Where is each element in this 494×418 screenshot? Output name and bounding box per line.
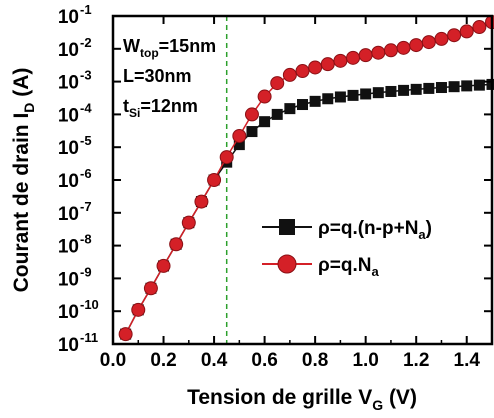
data-point-square (233, 139, 245, 151)
data-point-square (410, 83, 422, 95)
data-point-square (334, 91, 346, 103)
y-tick-label: 10-11 (58, 330, 98, 356)
data-point-circle (421, 35, 436, 50)
data-point-circle (459, 24, 474, 39)
data-point-square (473, 79, 485, 91)
y-tick-label: 10-7 (58, 199, 92, 225)
data-point-circle (194, 194, 209, 209)
x-tick-label: 0.8 (302, 350, 328, 371)
x-tick-label: 0.0 (100, 350, 126, 371)
data-point-square (486, 78, 494, 90)
x-tick-label: 1.2 (403, 350, 429, 371)
data-point-square (347, 89, 359, 101)
data-point-circle (333, 53, 348, 68)
data-point-circle (282, 67, 297, 82)
annotation-tsi: tSi=12nm (123, 96, 198, 120)
data-point-circle (346, 50, 361, 65)
x-tick-label: 1.4 (454, 350, 481, 371)
data-point-square (398, 84, 410, 96)
data-point-square (246, 126, 258, 138)
y-tick-label: 10-2 (58, 35, 92, 61)
data-point-circle (257, 89, 272, 104)
data-point-circle (181, 215, 196, 230)
y-tick-label: 10-5 (58, 133, 92, 159)
data-point-circle (409, 38, 424, 53)
data-point-square (448, 81, 460, 93)
y-tick-label: 10-6 (58, 166, 92, 192)
y-axis-label: Courant de drain ID (A) (10, 68, 37, 293)
data-point-circle (434, 31, 449, 46)
series-layer (118, 15, 494, 342)
data-point-square (385, 85, 397, 97)
data-point-circle (383, 43, 398, 58)
x-tick-label: 0.4 (201, 350, 228, 371)
x-tick-label: 0.2 (150, 350, 176, 371)
data-point-circle (131, 302, 146, 317)
x-axis-label: Tension de grille VG (V) (187, 386, 417, 413)
legend-label-series-2: ρ=q.Na (318, 255, 379, 279)
data-point-circle (270, 76, 285, 91)
y-tick-label: 10-3 (58, 68, 92, 94)
data-point-circle (358, 48, 373, 63)
y-tick-label: 10-4 (58, 100, 92, 126)
data-point-circle (143, 281, 158, 296)
data-point-circle (320, 57, 335, 72)
data-point-square (271, 108, 283, 120)
data-point-circle (447, 28, 462, 43)
data-point-circle (244, 107, 259, 122)
data-point-square (297, 99, 308, 111)
legend-marker-square (279, 219, 295, 235)
legend-marker-circle (277, 254, 297, 274)
data-point-circle (118, 327, 133, 342)
y-tick-label: 10-8 (58, 232, 92, 258)
data-point-square (309, 95, 321, 107)
data-point-circle (219, 150, 234, 165)
data-point-square (284, 103, 296, 115)
data-point-circle (295, 64, 310, 79)
ticks-layer (112, 15, 493, 345)
x-tick-label: 0.6 (251, 350, 277, 371)
y-tick-label: 10-10 (58, 297, 99, 323)
data-point-circle (396, 40, 411, 55)
legend-label-series-1: ρ=q.(n-p+Na) (318, 218, 432, 242)
data-point-circle (156, 258, 171, 273)
annotation-block: Wtop=15nm L=30nm tSi=12nm (123, 36, 216, 120)
data-point-circle (207, 173, 222, 187)
y-tick-label: 10-1 (58, 2, 92, 28)
data-point-circle (232, 128, 247, 143)
data-point-square (435, 82, 447, 94)
legend: ρ=q.(n-p+Na) ρ=q.Na (262, 218, 432, 279)
data-point-square (322, 93, 334, 105)
data-point-square (259, 116, 271, 128)
x-tick-label: 1.0 (352, 350, 378, 371)
series-line-1 (124, 83, 493, 335)
data-point-square (423, 82, 435, 94)
data-point-circle (169, 237, 184, 252)
y-tick-label: 10-9 (58, 264, 92, 290)
data-point-circle (308, 60, 323, 75)
data-point-square (360, 88, 372, 100)
annotation-l: L=30nm (123, 66, 192, 86)
data-point-square (372, 87, 384, 99)
data-point-circle (371, 45, 386, 60)
annotation-wtop: Wtop=15nm (123, 36, 216, 60)
data-point-square (461, 80, 473, 92)
labels-layer: 0.0 0.2 0.4 0.6 0.8 1.0 1.2 1.4 10-11 10-10 10-9 10… (58, 2, 481, 371)
data-point-circle (472, 20, 487, 35)
